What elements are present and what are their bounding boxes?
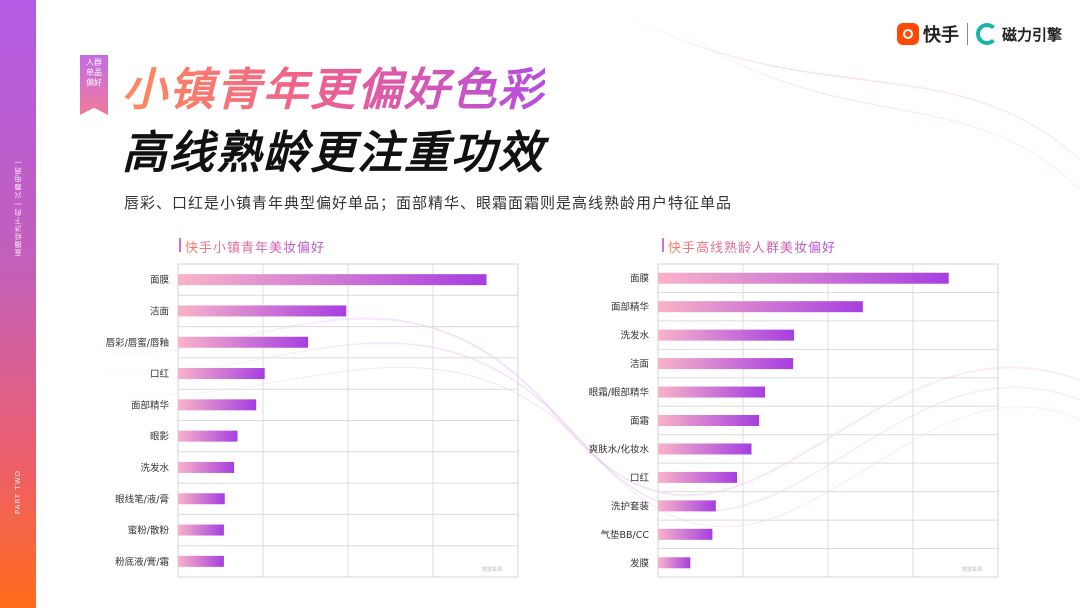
- bar: [658, 358, 794, 370]
- category-label: 眼线笔/液/膏: [115, 493, 169, 505]
- bar: [658, 301, 863, 313]
- page-title-line-1: 小镇青年更偏好色彩: [122, 53, 545, 118]
- category-label: 洁面: [150, 305, 169, 317]
- kuaishou-logo-icon: [896, 23, 919, 45]
- tag-line-3: 偏好: [86, 78, 102, 87]
- category-label: 眼影: [150, 432, 170, 443]
- category-label: 面膜: [630, 274, 650, 285]
- category-label: 面部精华: [611, 301, 650, 313]
- cili-brand: 磁力引擎: [975, 23, 1062, 45]
- category-tag: 人群 单品 偏好: [80, 55, 108, 115]
- bar: [178, 368, 265, 380]
- category-label: 面部精华: [131, 399, 170, 411]
- category-label: 眼霜/眼部精华: [589, 387, 650, 399]
- bar: [658, 329, 794, 341]
- sidebar-part-label: PART TWO: [14, 470, 22, 515]
- side-accent-bar: 直播经济下的 | 兴趣电商 | PART TWO: [0, 0, 36, 608]
- category-label: 洗发水: [620, 330, 649, 342]
- bar: [178, 461, 235, 473]
- bar: [658, 500, 716, 512]
- category-label: 洗护套装: [611, 500, 650, 512]
- page-subtitle: 唇彩、口红是小镇青年典型偏好单品；面部精华、眼霜面霜则是高线熟龄用户特征单品: [124, 194, 733, 212]
- category-label: 面膜: [150, 275, 170, 286]
- right-chart-title-text: 快手高线熟龄人群美妆偏好: [668, 241, 837, 256]
- brand-divider: [966, 23, 968, 45]
- right-chart-watermark: 数据来源: [962, 567, 983, 573]
- page-title-line-2: 高线熟龄更注重功效: [122, 126, 546, 179]
- brand-logos: 快手 磁力引擎: [896, 20, 1062, 48]
- left-chart-title: 快手小镇青年美妆偏好: [179, 237, 326, 256]
- bar: [178, 274, 487, 286]
- right-chart-title: 快手高线熟龄人群美妆偏好: [662, 237, 837, 256]
- category-label: 气垫BB/CC: [600, 529, 649, 541]
- category-label: 口红: [150, 368, 170, 380]
- bar: [658, 557, 691, 569]
- chart-svg: 面膜面部精华洗发水洁面眼霜/眼部精华面霜爽肤水/化妆水口红洗护套装气垫BB/CC…: [589, 263, 999, 578]
- cili-logo-icon: [975, 23, 998, 45]
- chart-svg: 面膜洁面唇彩/唇蜜/唇釉口红面部精华眼影洗发水眼线笔/液/膏蜜粉/散粉粉底液/膏…: [106, 263, 519, 578]
- bar: [178, 524, 224, 536]
- category-label: 洁面: [630, 358, 649, 370]
- cili-brand-name: 磁力引擎: [1001, 25, 1062, 44]
- category-label: 口红: [630, 472, 650, 484]
- bar: [658, 272, 949, 284]
- bar: [178, 555, 224, 567]
- category-label: 粉底液/膏/霜: [115, 556, 169, 568]
- sidebar-vertical-text: 直播经济下的 | 兴趣电商 |: [14, 160, 22, 257]
- category-label: 唇彩/唇蜜/唇釉: [106, 337, 169, 349]
- bar: [178, 399, 257, 411]
- bar: [178, 430, 238, 442]
- left-bar-chart: 面膜洁面唇彩/唇蜜/唇釉口红面部精华眼影洗发水眼线笔/液/膏蜜粉/散粉粉底液/膏…: [80, 263, 520, 578]
- right-bar-chart: 面膜面部精华洗发水洁面眼霜/眼部精华面霜爽肤水/化妆水口红洗护套装气垫BB/CC…: [560, 263, 1000, 578]
- bar: [658, 386, 766, 398]
- bar: [658, 415, 760, 426]
- category-label: 发膜: [630, 557, 650, 569]
- bar: [658, 471, 738, 483]
- bar: [178, 493, 225, 505]
- category-label: 蜜粉/散粉: [128, 525, 170, 537]
- category-label: 洗发水: [140, 462, 169, 474]
- bar: [178, 336, 309, 348]
- kuaishou-brand-name: 快手: [922, 25, 959, 46]
- left-chart-watermark: 数据来源: [482, 567, 503, 573]
- category-label: 面霜: [630, 416, 649, 427]
- kuaishou-brand: 快手: [896, 21, 959, 47]
- tag-line-1: 人群: [86, 58, 102, 67]
- bar: [178, 305, 347, 317]
- bar: [658, 443, 752, 455]
- category-label: 爽肤水/化妆水: [589, 443, 650, 455]
- left-chart-title-text: 快手小镇青年美妆偏好: [185, 241, 326, 256]
- tag-line-2: 单品: [86, 68, 102, 77]
- bar: [658, 528, 713, 540]
